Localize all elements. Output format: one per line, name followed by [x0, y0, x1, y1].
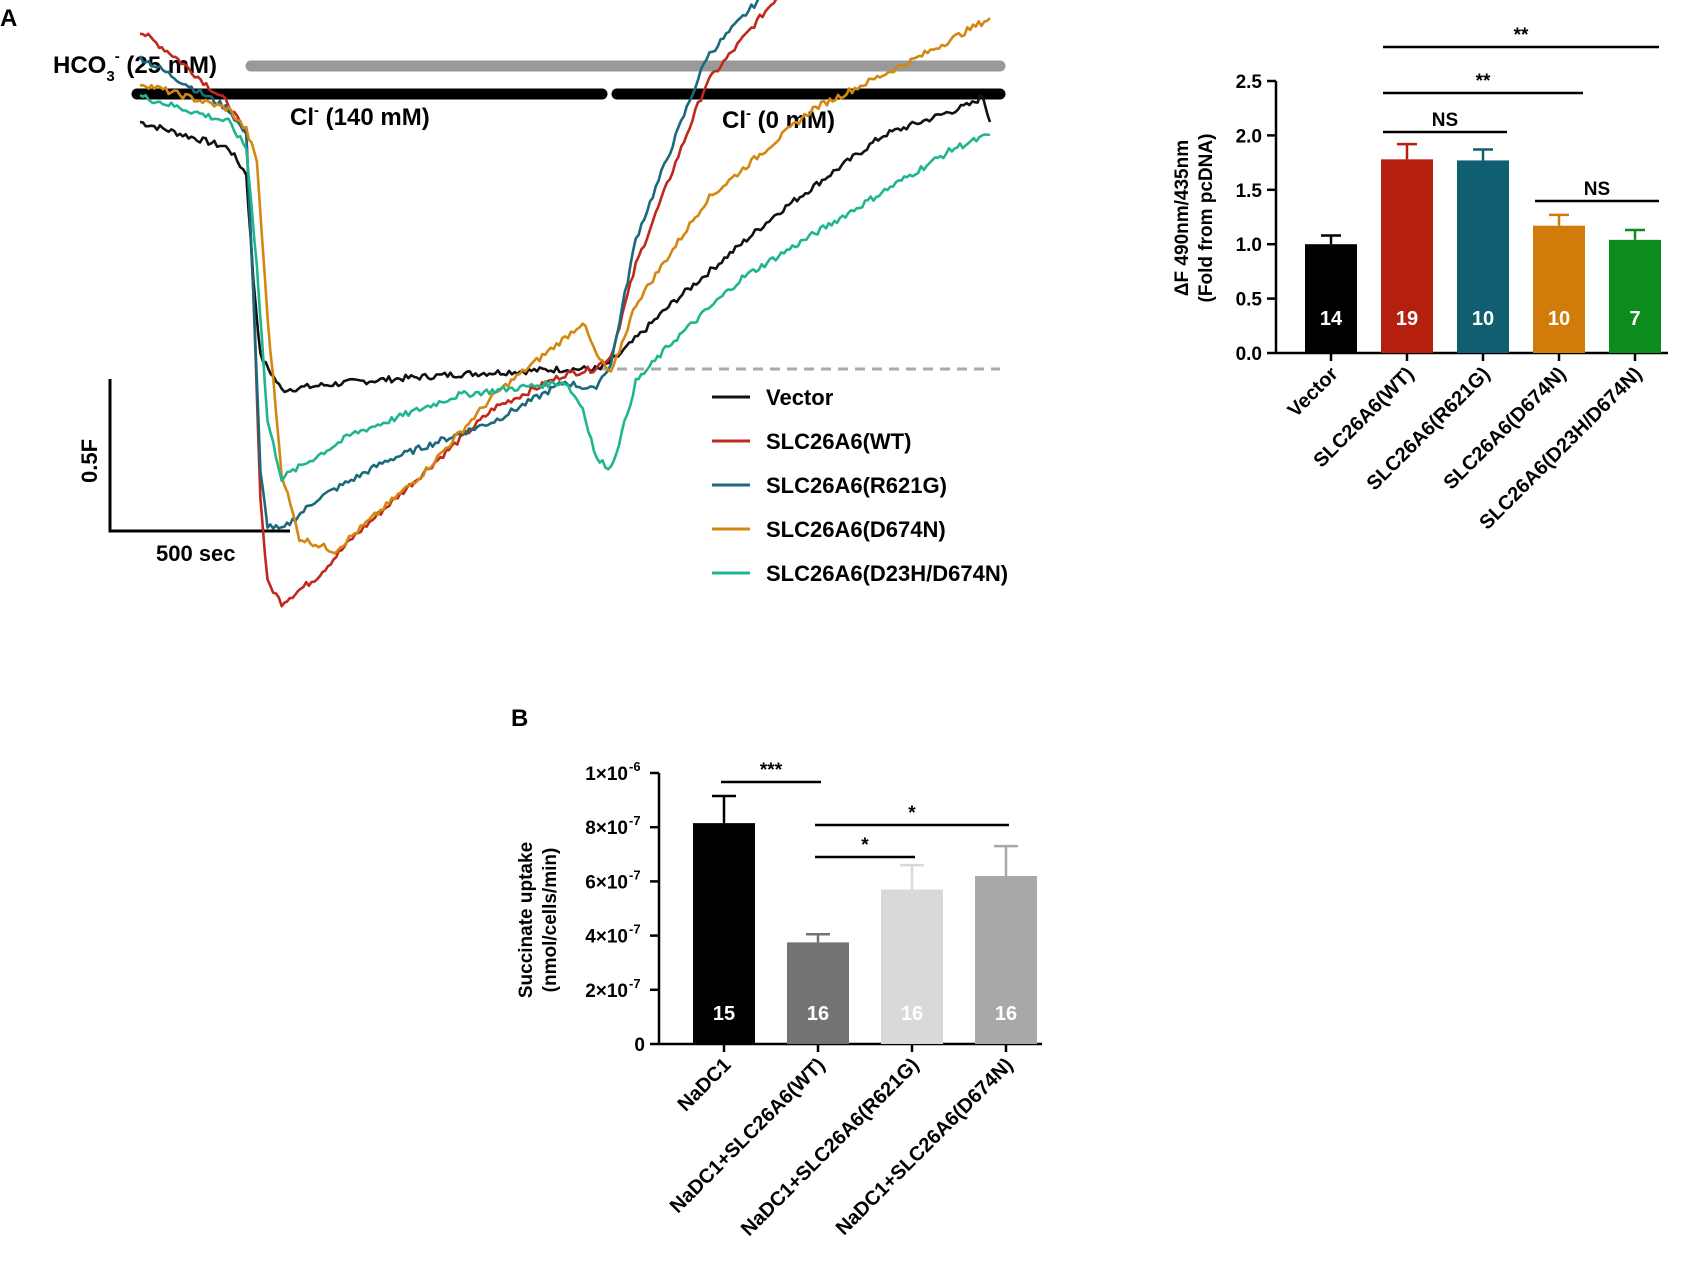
y-tick-exponent: -6 [629, 759, 641, 774]
y-tick-label: 0 [634, 1035, 645, 1056]
x-category-label: SLC26A6(D23H/D674N) [1475, 363, 1646, 534]
legend-label: SLC26A6(R621G) [766, 473, 947, 498]
legend-label: SLC26A6(WT) [766, 429, 911, 454]
bar-n-label: 19 [1396, 308, 1418, 330]
y-tick-exponent: -7 [629, 813, 641, 828]
legend-label: SLC26A6(D674N) [766, 517, 946, 542]
bar-n-label: 14 [1320, 308, 1343, 330]
y-tick-label: 1×10 [585, 764, 628, 785]
y-tick-label: 2.5 [1236, 72, 1263, 93]
y-tick-label: 0.5 [1236, 290, 1263, 311]
x-category-label: NaDC1 [674, 1054, 736, 1116]
bar-n-label: 16 [901, 1003, 923, 1025]
bar [787, 942, 849, 1044]
trace-chart: HCO3- (25 mM) Cl- (140 mM) Cl- (0 mM) 0.… [53, 0, 1008, 608]
bar [1305, 244, 1357, 353]
significance-label: ** [1476, 71, 1491, 92]
significance-label: NS [1584, 179, 1610, 200]
significance-label: * [861, 835, 869, 856]
x-category-label: NaDC1+SLC26A6(R621G) [737, 1054, 924, 1241]
bar-a-ylabel-line1: ΔF 490nm/435nm [1172, 140, 1193, 296]
trace-slc26a6-wt- [139, 0, 778, 608]
legend-label: Vector [766, 385, 834, 410]
cl-high-label: Cl- (140 mM) [290, 102, 430, 131]
bar-b-ylabel-line1: Succinate uptake [516, 842, 537, 998]
bar-a-ylabel-line2: (Fold from pcDNA) [1196, 134, 1217, 303]
bar [1457, 160, 1509, 353]
bar-n-label: 16 [807, 1003, 829, 1025]
significance-label: *** [760, 760, 783, 781]
significance-label: * [908, 803, 916, 824]
x-category-label: NaDC1+SLC26A6(D674N) [832, 1054, 1018, 1240]
significance-label: NS [1432, 110, 1458, 131]
cl-zero-label: Cl- (0 mM) [722, 105, 835, 134]
y-tick-label: 6×10 [585, 872, 628, 893]
y-tick-exponent: -7 [629, 922, 641, 937]
bar-n-label: 7 [1629, 308, 1640, 330]
y-tick-label: 2×10 [585, 981, 628, 1002]
bar [1533, 225, 1585, 353]
trace-vector [139, 94, 992, 394]
panel-b-label: B [511, 705, 528, 732]
scale-bar [108, 379, 290, 533]
trace-slc26a6-d23h-d674n- [139, 93, 991, 483]
y-tick-exponent: -7 [629, 976, 641, 991]
bar-chart-b: 02×10 -74×10 -76×10 -78×10 -71×10 -6NaDC1NaDC… [516, 759, 1042, 1240]
bar-n-label: 15 [713, 1003, 735, 1025]
bar-chart-a: 0.00.51.01.52.02.5VectorSLC26A6(WT)SLC26… [1172, 25, 1668, 534]
bar-b-ylabel-line2: (nmol/cells/min) [540, 848, 561, 993]
legend-label: SLC26A6(D23H/D674N) [766, 561, 1008, 586]
bar [881, 889, 943, 1044]
y-tick-label: 1.5 [1236, 181, 1263, 202]
x-category-label: Vector [1284, 363, 1343, 422]
scale-bar-x-label: 500 sec [156, 541, 236, 566]
bar-n-label: 10 [1472, 308, 1494, 330]
y-tick-label: 1.0 [1236, 235, 1262, 256]
bar [693, 823, 755, 1044]
significance-label: ** [1514, 25, 1529, 46]
y-tick-exponent: -7 [629, 867, 641, 882]
panel-a-label: A [0, 5, 17, 32]
hco3-label: HCO3- (25 mM) [53, 48, 217, 85]
bar [1609, 239, 1661, 353]
y-tick-label: 4×10 [585, 927, 628, 948]
y-tick-label: 8×10 [585, 818, 628, 839]
bar-n-label: 10 [1548, 308, 1570, 330]
scale-bar-y-label: 0.5F [77, 439, 102, 483]
bar-n-label: 16 [995, 1003, 1017, 1025]
bar [975, 875, 1037, 1044]
bar [1381, 159, 1433, 353]
y-tick-label: 2.0 [1236, 126, 1262, 147]
x-category-label: NaDC1+SLC26A6(WT) [666, 1054, 830, 1218]
y-tick-label: 0.0 [1236, 344, 1262, 365]
